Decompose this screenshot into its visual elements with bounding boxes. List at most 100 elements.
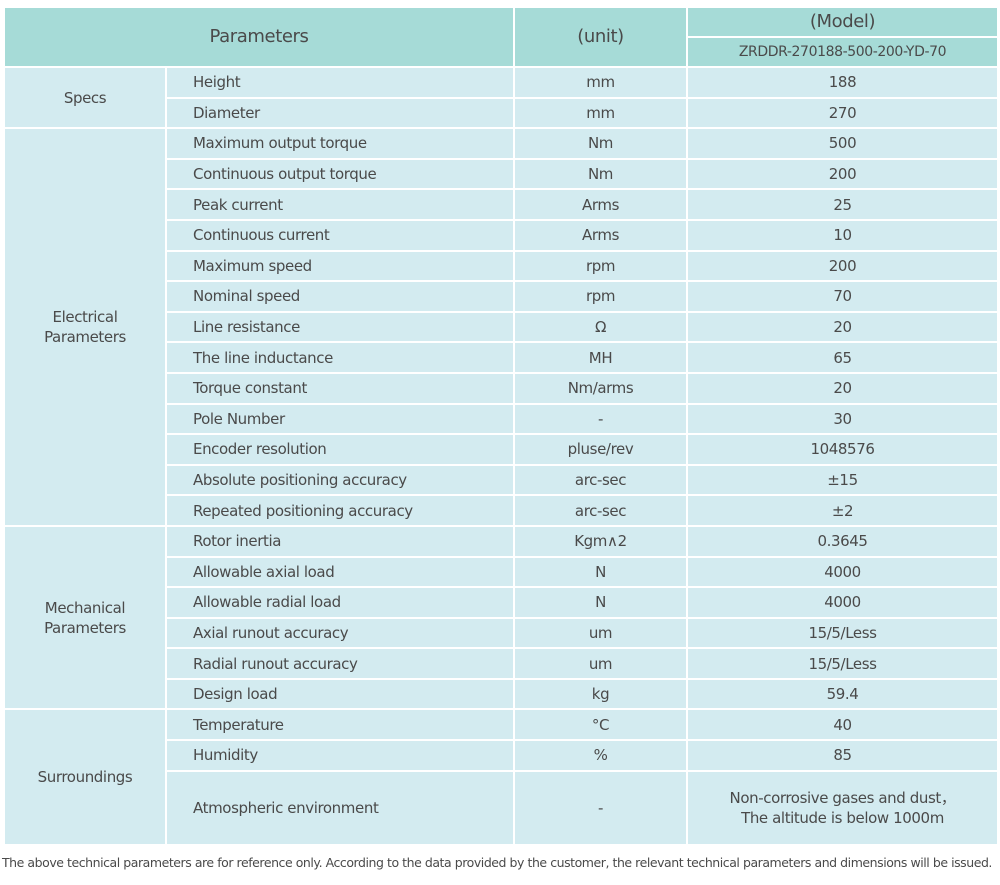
parameter: The line inductance	[165, 341, 515, 374]
unit: rpm	[513, 280, 688, 313]
unit: Arms	[513, 218, 688, 252]
unit: um	[513, 616, 688, 650]
value: 15/5/Less	[686, 616, 999, 650]
group-cell: Surroundings	[3, 708, 167, 846]
parameter: Continuous output torque	[165, 157, 515, 191]
value: 70	[686, 280, 999, 313]
group-name: Surroundings	[37, 768, 133, 787]
value: 200	[686, 157, 999, 191]
value: 500	[686, 127, 999, 160]
footer: The above technical parameters are for r…	[2, 855, 992, 870]
value: 20	[686, 371, 999, 405]
unit: Nm	[513, 127, 688, 160]
unit: arc-sec	[513, 463, 688, 497]
table-row: Nominal speed rpm 70	[4, 280, 999, 313]
parameter: Design load	[165, 677, 515, 711]
value: 15/5/Less	[686, 647, 999, 680]
value: 10	[686, 218, 999, 252]
spec-table: Parameters (unit) (Model) ZRDDR-270188-500…	[3, 6, 999, 846]
unit: Nm	[513, 157, 688, 191]
table-row: Design load kg 59.4	[4, 677, 999, 711]
parameter: Encoder resolution	[165, 433, 515, 466]
value: 65	[686, 341, 999, 374]
parameter: Torque constant	[165, 371, 515, 405]
group-cell: Mechanical Parameters	[3, 524, 167, 711]
table-row: The line inductance MH 65	[4, 341, 999, 374]
table-row: Maximum speed rpm 200	[4, 249, 999, 283]
parameter: Absolute positioning accuracy	[165, 463, 515, 497]
unit: °C	[513, 708, 688, 742]
unit: Kgm∧2	[513, 524, 688, 558]
parameter: Diameter	[165, 96, 515, 130]
unit: kg	[513, 677, 688, 711]
group-name: Specs	[63, 88, 107, 107]
value: 4000	[686, 555, 999, 589]
table-row: Torque constant Nm/arms 20	[4, 371, 999, 405]
value: ±2	[686, 494, 999, 527]
parameter: Temperature	[165, 708, 515, 742]
parameter: Pole Number	[165, 402, 515, 436]
table-row: Atmospheric environment - Non-corrosive ga…	[4, 769, 999, 846]
value: 25	[686, 188, 999, 221]
table-row: Electrical Parameters Maximum output torq…	[3, 127, 999, 527]
unit: Ω	[513, 310, 688, 344]
unit: pluse/rev	[513, 433, 688, 466]
value: 20	[686, 310, 999, 344]
table-row: Allowable axial load N 4000	[4, 555, 999, 589]
table-row: Allowable radial load N 4000	[4, 586, 999, 619]
table-row: Radial runout accuracy um 15/5/Less	[4, 647, 999, 680]
unit: Arms	[513, 188, 688, 221]
table-row: Surroundings Temperature °C 40	[3, 708, 999, 846]
unit: %	[513, 739, 688, 772]
table-row: Humidity% 85	[4, 739, 999, 772]
header-unit: (unit)	[513, 6, 688, 68]
parameter: Maximum speed	[165, 249, 515, 283]
table-row: Diameter mm 270	[4, 96, 999, 130]
header-model: ZRDDR-270188-500-200-YD-70	[686, 36, 999, 68]
group-name: Electrical Parameters	[44, 308, 126, 347]
group-cell: Electrical Parameters	[3, 127, 167, 527]
header-parameters: Parameters	[3, 6, 515, 68]
table-row: Line resistance Ω 20	[4, 310, 999, 344]
value: 59.4	[686, 677, 999, 711]
table-row: Absolute positioning accuracy arc-sec ±15	[4, 463, 999, 497]
table-row: Axial runout accuracy um 15/5/Less	[4, 616, 999, 650]
unit: -	[513, 402, 688, 436]
unit: arc-sec	[513, 494, 688, 527]
unit: mm	[513, 66, 688, 99]
parameter: Radial runout accuracy	[165, 647, 515, 680]
table-row: Peak current Arms 25	[4, 188, 999, 221]
parameter: Humidity	[165, 739, 515, 772]
unit: N	[513, 555, 688, 589]
parameter: Height	[165, 66, 515, 99]
unit: rpm	[513, 249, 688, 283]
value: 85	[686, 739, 999, 772]
unit: mm	[513, 96, 688, 130]
header-model-label: (Model)	[686, 6, 999, 38]
parameter: Atmospheric environment	[165, 769, 515, 846]
unit: -	[513, 769, 688, 846]
parameter: Continuous current	[165, 218, 515, 252]
parameter: Repeated positioning accuracy	[165, 494, 515, 527]
parameter: Allowable axial load	[165, 555, 515, 589]
unit: N	[513, 586, 688, 619]
table-row: Repeated positioning accuracy arc-sec ±2	[4, 494, 999, 527]
unit: MH	[513, 341, 688, 374]
parameter: Allowable radial load	[165, 586, 515, 619]
value: Non-corrosive gases and dust， The altitu…	[686, 769, 999, 846]
parameter: Peak current	[165, 188, 515, 221]
value: 1048576	[686, 433, 999, 466]
value: 40	[686, 708, 999, 742]
value: 0.3645	[686, 524, 999, 558]
value: 270	[686, 96, 999, 130]
unit: Nm/arms	[513, 371, 688, 405]
unit: um	[513, 647, 688, 680]
group-name: Mechanical Parameters	[44, 598, 126, 637]
table-row: Encoder resolution pluse/rev 1048576	[4, 433, 999, 466]
value: 30	[686, 402, 999, 436]
table-row: Mechanical Parameters Rotor inertia Kgm∧2 0…	[3, 524, 999, 711]
table-row: Pole Number -30	[4, 402, 999, 436]
parameter: Line resistance	[165, 310, 515, 344]
parameter: Axial runout accuracy	[165, 616, 515, 650]
